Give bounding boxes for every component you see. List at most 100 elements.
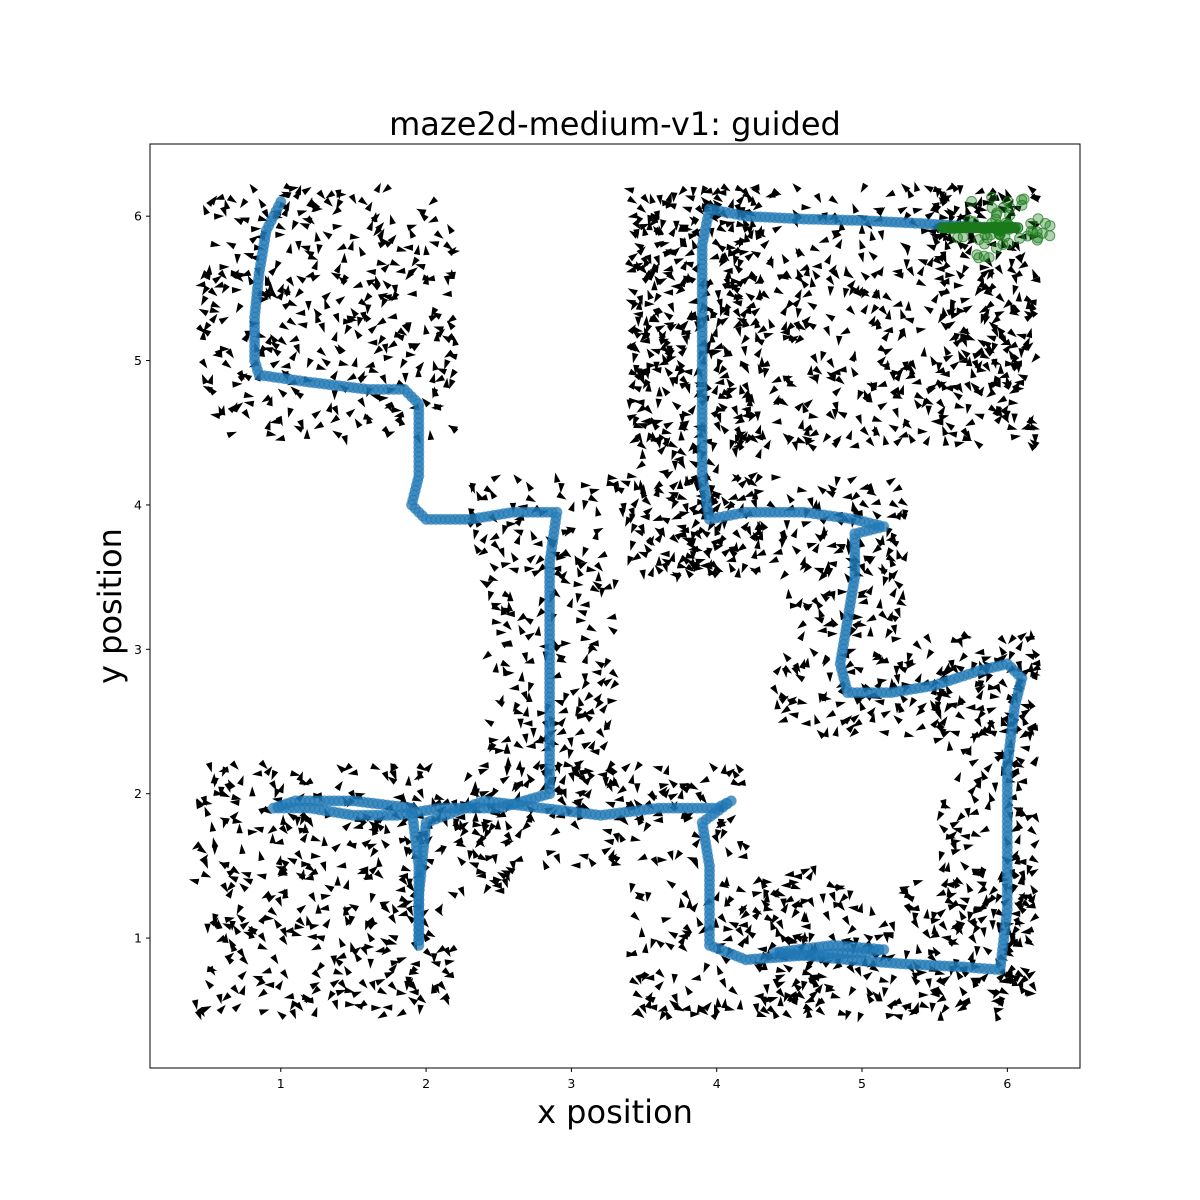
arrow-marker bbox=[258, 850, 265, 862]
arrow-marker bbox=[433, 230, 444, 239]
arrow-marker bbox=[992, 342, 999, 353]
arrow-marker bbox=[681, 206, 693, 213]
arrow-marker bbox=[1009, 932, 1016, 944]
arrow-marker bbox=[654, 532, 663, 543]
arrow-marker bbox=[633, 364, 640, 375]
arrow-marker bbox=[974, 680, 986, 687]
arrow-marker bbox=[713, 421, 721, 432]
arrow-marker bbox=[629, 230, 640, 239]
arrow-marker bbox=[236, 914, 247, 923]
arrow-marker bbox=[782, 334, 793, 341]
arrow-marker bbox=[315, 903, 322, 914]
arrow-marker bbox=[690, 551, 697, 562]
arrow-marker bbox=[279, 858, 290, 868]
arrow-marker bbox=[370, 213, 381, 223]
arrow-marker bbox=[954, 441, 965, 448]
arrow-marker bbox=[739, 433, 746, 445]
arrow-marker bbox=[722, 935, 733, 942]
arrow-marker bbox=[960, 427, 969, 438]
arrow-marker bbox=[220, 882, 228, 893]
arrow-marker bbox=[1018, 984, 1027, 995]
arrow-marker bbox=[1025, 327, 1033, 339]
arrow-marker bbox=[491, 618, 502, 625]
arrow-marker bbox=[345, 408, 356, 418]
arrow-marker bbox=[859, 700, 866, 712]
arrow-marker bbox=[793, 321, 800, 332]
arrow-marker bbox=[219, 861, 230, 869]
arrow-marker bbox=[1014, 834, 1021, 845]
arrow-marker bbox=[271, 347, 282, 357]
arrow-marker bbox=[832, 435, 842, 445]
arrow-marker bbox=[974, 413, 985, 420]
arrow-marker bbox=[319, 904, 330, 911]
arrow-marker bbox=[1028, 854, 1039, 863]
arrow-marker bbox=[367, 325, 378, 334]
arrow-marker bbox=[792, 183, 802, 193]
arrow-marker bbox=[621, 763, 631, 773]
arrow-marker bbox=[346, 373, 357, 381]
arrow-marker bbox=[803, 563, 813, 574]
arrow-marker bbox=[296, 904, 307, 914]
arrow-marker bbox=[996, 326, 1006, 336]
arrow-marker bbox=[915, 723, 926, 731]
arrow-marker bbox=[831, 269, 840, 280]
arrow-marker bbox=[584, 767, 595, 775]
arrow-marker bbox=[589, 488, 600, 495]
arrow-marker bbox=[489, 532, 500, 541]
arrow-marker bbox=[836, 366, 847, 373]
arrow-marker bbox=[467, 850, 474, 861]
arrow-marker bbox=[416, 994, 427, 1004]
arrow-marker bbox=[595, 728, 605, 738]
arrow-marker bbox=[258, 1009, 270, 1016]
arrow-marker bbox=[713, 342, 724, 350]
arrow-marker bbox=[201, 1006, 212, 1013]
arrow-marker bbox=[871, 288, 878, 299]
arrow-marker bbox=[1009, 308, 1020, 316]
arrow-marker bbox=[1018, 348, 1025, 359]
arrow-marker bbox=[960, 630, 971, 639]
arrow-marker bbox=[356, 867, 368, 875]
arrow-marker bbox=[982, 308, 990, 319]
arrow-marker bbox=[374, 869, 384, 879]
arrow-marker bbox=[1016, 936, 1023, 948]
arrow-marker bbox=[626, 951, 637, 958]
arrow-marker bbox=[803, 603, 814, 612]
arrow-marker bbox=[430, 961, 441, 968]
arrow-marker bbox=[536, 608, 546, 618]
arrow-marker bbox=[363, 292, 373, 303]
arrow-marker bbox=[299, 223, 310, 230]
arrow-marker bbox=[330, 955, 337, 966]
arrow-marker bbox=[941, 1004, 950, 1014]
arrow-marker bbox=[580, 482, 591, 489]
arrow-marker bbox=[652, 816, 664, 824]
arrow-marker bbox=[932, 185, 944, 193]
arrow-marker bbox=[897, 206, 908, 215]
arrow-marker bbox=[885, 189, 896, 198]
arrow-marker bbox=[821, 654, 831, 665]
arrow-marker bbox=[809, 974, 820, 981]
arrow-marker bbox=[212, 913, 219, 924]
arrow-marker bbox=[926, 228, 937, 235]
arrow-marker bbox=[1025, 299, 1032, 310]
arrow-marker bbox=[491, 854, 498, 865]
arrow-marker bbox=[364, 201, 373, 212]
arrow-marker bbox=[634, 891, 645, 900]
arrow-marker bbox=[690, 974, 702, 981]
arrow-marker bbox=[826, 542, 837, 549]
arrow-marker bbox=[446, 314, 457, 323]
arrow-marker bbox=[670, 283, 681, 290]
arrow-marker bbox=[325, 402, 332, 413]
arrow-marker bbox=[464, 772, 473, 782]
arrow-marker bbox=[1029, 913, 1040, 922]
arrow-marker bbox=[678, 423, 689, 431]
arrow-marker bbox=[968, 758, 980, 767]
arrow-marker bbox=[755, 225, 762, 236]
goal-point bbox=[997, 239, 1009, 250]
arrow-marker bbox=[890, 974, 898, 985]
arrow-marker bbox=[640, 193, 650, 204]
arrow-marker bbox=[300, 245, 311, 252]
arrow-marker bbox=[236, 948, 245, 959]
arrow-marker bbox=[962, 305, 973, 314]
arrow-marker bbox=[951, 923, 959, 934]
arrow-marker bbox=[371, 1004, 382, 1012]
